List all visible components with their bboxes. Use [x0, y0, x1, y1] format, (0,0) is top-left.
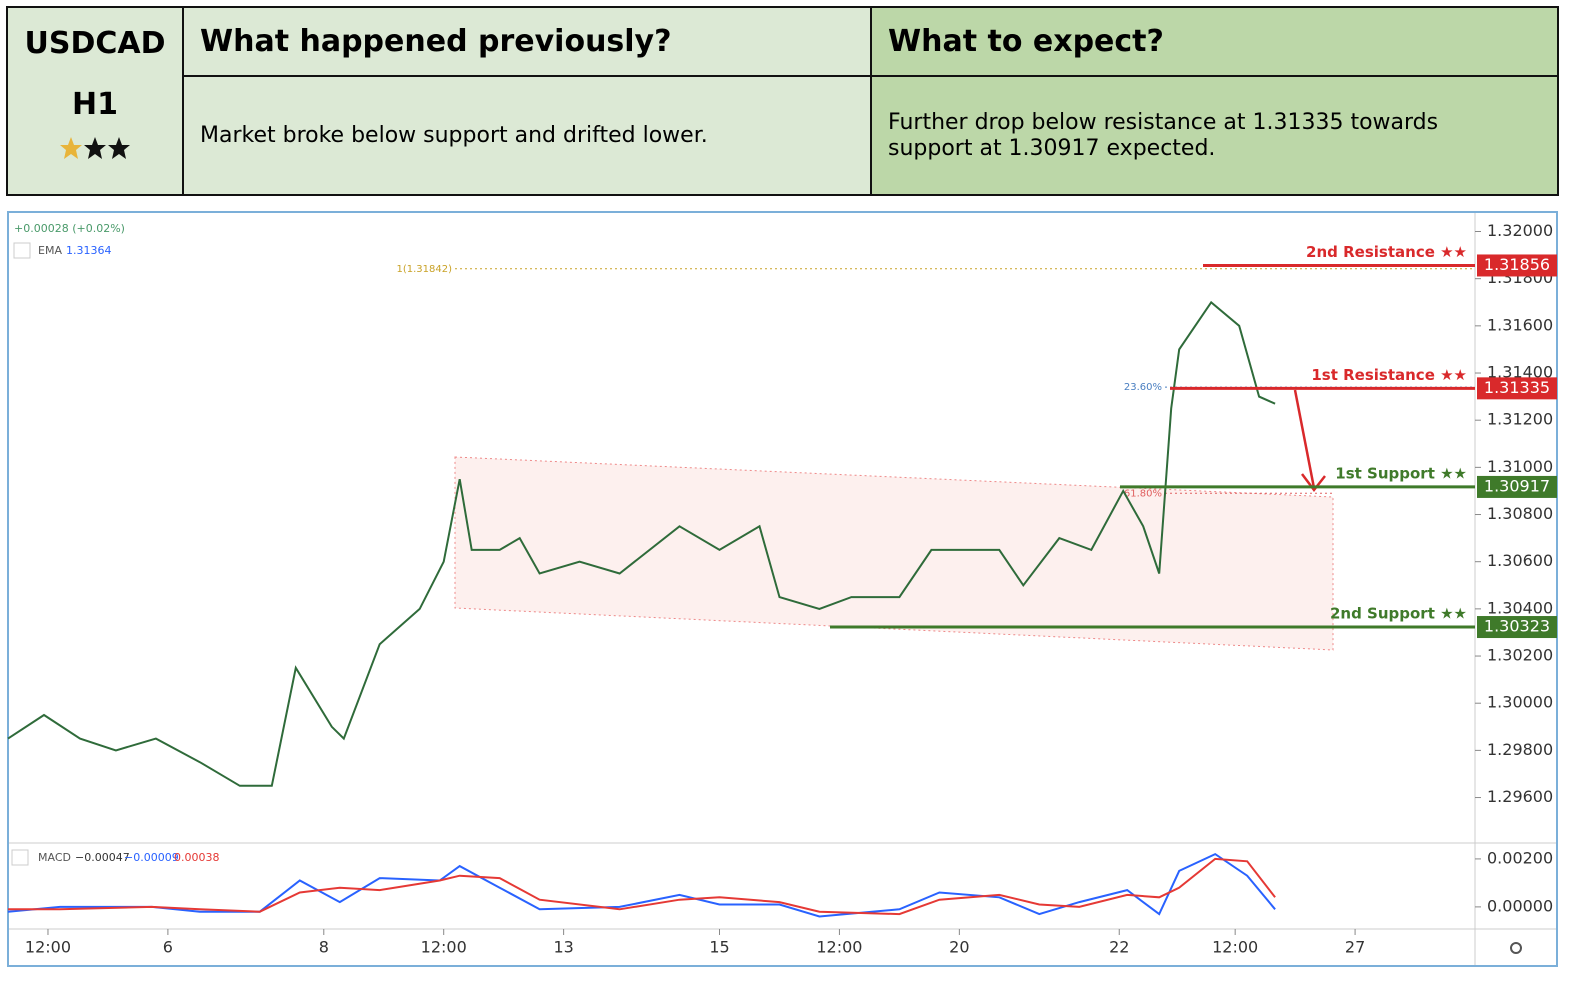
x-tick-label: 20	[949, 938, 969, 957]
y-tick-label: 1.29600	[1487, 787, 1553, 806]
expect-text: Further drop below resistance at 1.31335…	[870, 75, 1559, 196]
rating-stars	[60, 137, 130, 159]
x-tick-label: 15	[709, 938, 729, 957]
x-tick-label: 6	[163, 938, 173, 957]
y-tick-label: 1.30000	[1487, 693, 1553, 712]
price-line	[7, 300, 1276, 787]
x-tick-label: 22	[1109, 938, 1129, 957]
x-tick-label: 12:00	[1212, 938, 1258, 957]
symbol-cell: USDCAD H1	[6, 6, 184, 196]
dropdown[interactable]	[11, 849, 29, 866]
y-tick-label: 1.31000	[1487, 457, 1553, 476]
change-label: +0.00028 (+0.02%)	[14, 222, 125, 235]
ema-value: 1.31364	[66, 244, 112, 257]
y-tick-label: 1.31600	[1487, 315, 1553, 334]
macd-line	[7, 852, 1276, 918]
y-tick-label: 1.31200	[1487, 410, 1553, 429]
settings-icon[interactable]	[1510, 942, 1522, 954]
x-tick-label: 12:00	[816, 938, 862, 957]
fib-label: 61.80%	[1124, 488, 1162, 499]
forecast-arrow	[1293, 389, 1316, 489]
header-previous: What happened previously?	[182, 6, 872, 77]
y-tick-label: 1.30600	[1487, 551, 1553, 570]
level-badge	[1477, 254, 1557, 277]
level-value: 1.30323	[1484, 617, 1550, 636]
macd-signal: −0.00009	[124, 851, 179, 864]
level-label: 1st Support ★★	[1335, 464, 1467, 482]
arrow-head	[1301, 473, 1326, 493]
macd-hist: 0.00038	[174, 851, 220, 864]
x-tick-label: 12:00	[25, 938, 71, 957]
y-tick-label: 1.30400	[1487, 598, 1553, 617]
level-value: 1.31856	[1484, 255, 1550, 274]
y-tick-label: 1.30200	[1487, 646, 1553, 665]
level-label: 2nd Support ★★	[1330, 605, 1467, 623]
level-badge	[1477, 616, 1557, 639]
x-tick-label: 12:00	[421, 938, 467, 957]
x-tick-label: 8	[319, 938, 329, 957]
previous-text: Market broke below support and drifted l…	[182, 75, 872, 196]
symbol: USDCAD	[24, 26, 166, 61]
dropdown[interactable]	[13, 242, 31, 259]
macd-label: MACD	[38, 851, 71, 864]
fib-label: 1(1.31842)	[396, 264, 452, 275]
level-value: 1.30917	[1484, 476, 1550, 495]
y-tick-label: 1.29800	[1487, 740, 1553, 759]
level-badge	[1477, 377, 1557, 400]
y-tick-label: 1.32000	[1487, 221, 1553, 240]
macd-value: −0.00047	[75, 851, 130, 864]
y-tick-label: 1.31400	[1487, 363, 1553, 382]
macd-line	[8, 857, 1276, 916]
ema-label: EMA	[38, 244, 62, 257]
level-label: 1st Resistance ★★	[1311, 366, 1467, 384]
level-label: 2nd Resistance ★★	[1306, 243, 1467, 261]
fib-label: 23.60%	[1124, 382, 1162, 393]
timeframe: H1	[72, 87, 118, 122]
x-tick-label: 13	[553, 938, 573, 957]
x-tick-label: 27	[1345, 938, 1365, 957]
level-badge	[1477, 475, 1557, 498]
channel	[454, 456, 1334, 651]
y-tick-label: 1.30800	[1487, 504, 1553, 523]
level-value: 1.31335	[1484, 378, 1550, 397]
y-tick-label: 0.00200	[1487, 848, 1553, 867]
y-tick-label: 0.00000	[1487, 896, 1553, 915]
